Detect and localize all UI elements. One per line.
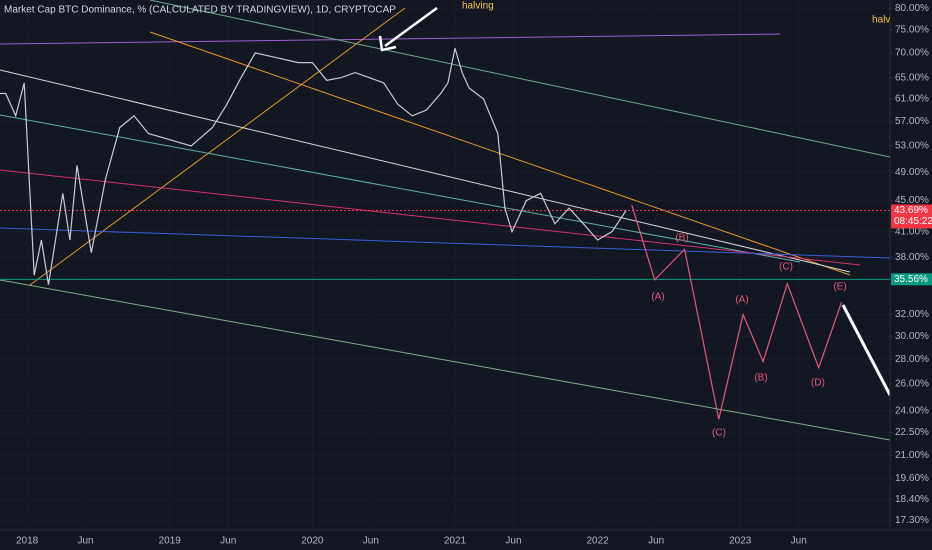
y-tick-label: 57.00% xyxy=(895,116,929,127)
x-tick-label: 2023 xyxy=(729,536,752,547)
y-tick-label: 41.00% xyxy=(895,226,929,237)
y-tick-label: 45.00% xyxy=(895,195,929,206)
trendline xyxy=(29,7,406,286)
series-line xyxy=(631,204,843,420)
y-tick-label: 32.00% xyxy=(895,309,929,320)
grid xyxy=(0,0,890,530)
trendline xyxy=(0,33,781,45)
y-tick-label: 18.40% xyxy=(895,494,929,505)
annotation: halving xyxy=(462,1,494,12)
arrow xyxy=(841,304,890,396)
y-tick-label: 17.30% xyxy=(895,515,929,526)
y-tick-label: 49.00% xyxy=(895,167,929,178)
drawings xyxy=(0,0,890,441)
arrow-head xyxy=(378,35,397,52)
annotation: (B) xyxy=(754,373,767,384)
y-tick-label: 22.50% xyxy=(895,427,929,438)
price-label: 35.56% xyxy=(894,274,928,285)
x-tick-label: 2021 xyxy=(444,536,467,547)
y-tick-label: 30.00% xyxy=(895,331,929,342)
x-tick-label: 2020 xyxy=(301,536,324,547)
y-tick-label: 24.00% xyxy=(895,405,929,416)
y-tick-label: 53.00% xyxy=(895,141,929,152)
y-tick-label: 38.00% xyxy=(895,252,929,263)
trendline xyxy=(0,69,851,273)
countdown-label: 08:45:22 xyxy=(894,216,932,227)
annotation: (A) xyxy=(651,292,664,303)
annotation: (C) xyxy=(779,262,793,273)
annotation: (A) xyxy=(735,295,748,306)
trendline xyxy=(149,0,890,158)
chart-title: Market Cap BTC Dominance, % (CALCULATED … xyxy=(4,5,396,16)
x-tick-label: Jun xyxy=(648,536,664,547)
x-tick-label: Jun xyxy=(363,536,379,547)
annotation: (B) xyxy=(675,233,688,244)
x-tick-label: 2018 xyxy=(16,536,39,547)
trendline xyxy=(0,227,890,259)
x-tick-label: Jun xyxy=(505,536,521,547)
trendline xyxy=(0,169,861,266)
arrow xyxy=(384,6,438,48)
annotation: (D) xyxy=(811,378,825,389)
x-tick-label: 2022 xyxy=(586,536,609,547)
x-tick-label: 2019 xyxy=(159,536,182,547)
y-tick-label: 26.00% xyxy=(895,379,929,390)
annotation: (E) xyxy=(833,282,846,293)
annotation: (C) xyxy=(712,428,726,439)
y-tick-label: 75.00% xyxy=(895,24,929,35)
trendline xyxy=(0,279,890,441)
price-label-bg xyxy=(891,273,932,286)
price-label-bg xyxy=(891,204,932,229)
y-tick-label: 19.60% xyxy=(895,473,929,484)
x-tick-label: Jun xyxy=(791,536,807,547)
annotation: halving xyxy=(872,15,904,26)
y-tick-label: 28.00% xyxy=(895,354,929,365)
trendline xyxy=(0,114,801,263)
x-tick-label: Jun xyxy=(220,536,236,547)
y-tick-label: 21.00% xyxy=(895,450,929,461)
price-label: 43.69% xyxy=(894,205,928,216)
y-tick-label: 80.00% xyxy=(895,3,929,14)
plot-area: halving halving (A) (B) (C) (A) (B) (C) (D) (E) xyxy=(0,1,904,439)
y-tick-label: 61.00% xyxy=(895,94,929,105)
x-tick-label: Jun xyxy=(78,536,94,547)
series-line xyxy=(0,48,627,285)
y-tick-label: 70.00% xyxy=(895,48,929,59)
y-tick-label: 65.00% xyxy=(895,72,929,83)
